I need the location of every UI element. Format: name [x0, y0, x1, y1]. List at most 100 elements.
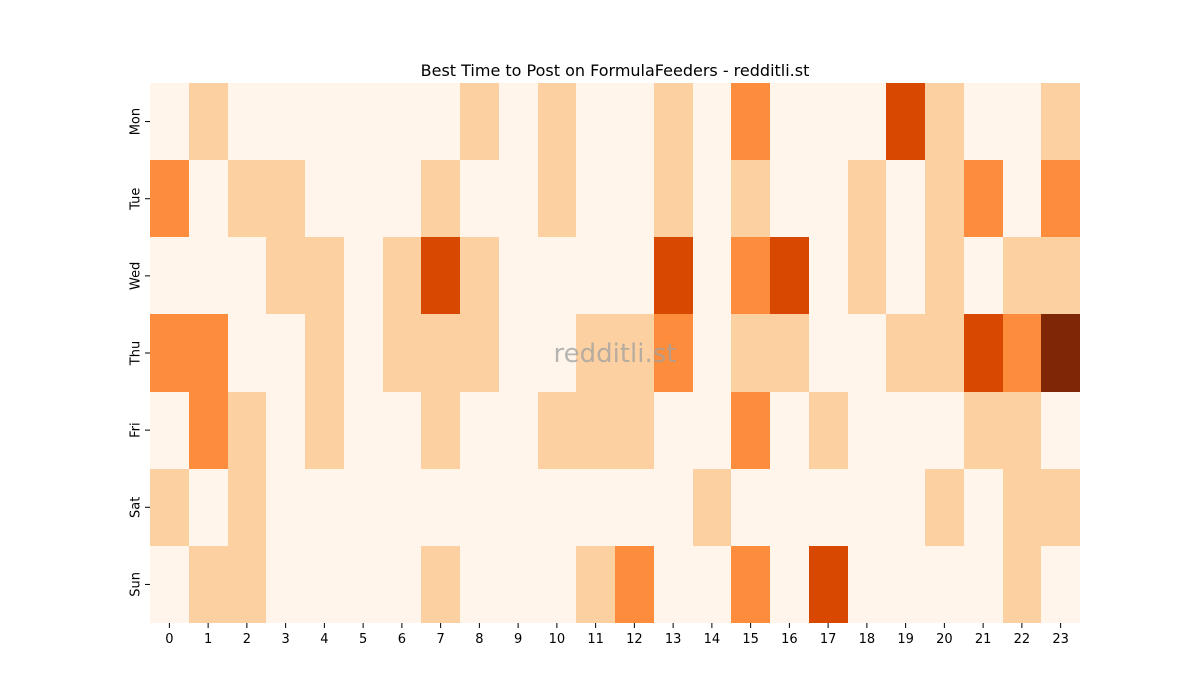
heatmap-cell-sat-15 — [731, 469, 770, 546]
x-tick-label: 8 — [475, 632, 483, 647]
heatmap-cell-fri-2 — [228, 392, 266, 469]
heatmap-cell-sun-21 — [964, 546, 1003, 623]
heatmap-cell-tue-19 — [886, 160, 925, 237]
x-tick-label: 5 — [359, 632, 367, 647]
heatmap-cell-mon-18 — [848, 83, 886, 160]
heatmap-cell-fri-16 — [770, 392, 809, 469]
heatmap-cell-thu-22 — [1003, 314, 1041, 392]
heatmap-cell-sun-16 — [770, 546, 809, 623]
heatmap-cell-thu-18 — [848, 314, 886, 392]
heatmap-cell-thu-1 — [189, 314, 228, 392]
y-axis: Mon Tue Wed Thu Fri Sat Sun — [129, 108, 150, 597]
x-tick-label: 3 — [281, 632, 289, 647]
heatmap-cell-tue-12 — [615, 160, 654, 237]
heatmap-cell-sat-1 — [189, 469, 228, 546]
heatmap-cell-wed-5 — [344, 237, 383, 314]
heatmap-cell-tue-16 — [770, 160, 809, 237]
y-tick-label: Thu — [129, 341, 144, 366]
heatmap-cell-tue-9 — [499, 160, 538, 237]
heatmap-cell-tue-15 — [731, 160, 770, 237]
heatmap-cell-wed-4 — [305, 237, 344, 314]
heatmap-cell-thu-15 — [731, 314, 770, 392]
heatmap-cell-fri-7 — [421, 392, 460, 469]
heatmap-cell-fri-15 — [731, 392, 770, 469]
heatmap-cell-tue-6 — [383, 160, 421, 237]
heatmap-cell-mon-17 — [809, 83, 848, 160]
heatmap-cell-thu-10 — [538, 314, 576, 392]
heatmap-cell-fri-22 — [1003, 392, 1041, 469]
heatmap-cell-tue-14 — [693, 160, 731, 237]
heatmap-cell-tue-7 — [421, 160, 460, 237]
heatmap-cell-sun-2 — [228, 546, 266, 623]
heatmap-cell-fri-10 — [538, 392, 576, 469]
heatmap-cell-mon-3 — [266, 83, 305, 160]
heatmap-cell-sat-10 — [538, 469, 576, 546]
heatmap-cell-sun-4 — [305, 546, 344, 623]
heatmap-cell-sat-13 — [654, 469, 693, 546]
heatmap-cell-fri-11 — [576, 392, 615, 469]
heatmap-cell-sat-0 — [150, 469, 189, 546]
heatmap-cell-sat-9 — [499, 469, 538, 546]
heatmap-cell-thu-4 — [305, 314, 344, 392]
heatmap-cell-sun-1 — [189, 546, 228, 623]
heatmap-cell-sun-7 — [421, 546, 460, 623]
heatmap-cell-mon-10 — [538, 83, 576, 160]
heatmap-cell-wed-21 — [964, 237, 1003, 314]
heatmap-cell-fri-14 — [693, 392, 731, 469]
heatmap-cell-mon-22 — [1003, 83, 1041, 160]
heatmap-cell-tue-21 — [964, 160, 1003, 237]
heatmap-cell-mon-8 — [460, 83, 499, 160]
heatmap-cell-thu-16 — [770, 314, 809, 392]
heatmap-cell-tue-2 — [228, 160, 266, 237]
heatmap-cells — [150, 83, 1080, 623]
heatmap-cell-tue-18 — [848, 160, 886, 237]
x-tick-label: 21 — [975, 632, 992, 647]
heatmap-cell-sun-20 — [925, 546, 964, 623]
heatmap-cell-tue-20 — [925, 160, 964, 237]
x-tick-label: 22 — [1014, 632, 1031, 647]
heatmap-cell-wed-20 — [925, 237, 964, 314]
heatmap-cell-mon-16 — [770, 83, 809, 160]
heatmap-cell-mon-11 — [576, 83, 615, 160]
heatmap-cell-mon-4 — [305, 83, 344, 160]
x-tick-label: 14 — [704, 632, 721, 647]
heatmap-cell-wed-13 — [654, 237, 693, 314]
heatmap-cell-sun-22 — [1003, 546, 1041, 623]
heatmap-cell-thu-3 — [266, 314, 305, 392]
heatmap-cell-thu-21 — [964, 314, 1003, 392]
heatmap-cell-thu-7 — [421, 314, 460, 392]
heatmap-cell-tue-22 — [1003, 160, 1041, 237]
heatmap-cell-thu-6 — [383, 314, 421, 392]
heatmap-cell-mon-23 — [1041, 83, 1080, 160]
heatmap-cell-sun-3 — [266, 546, 305, 623]
x-tick-label: 17 — [820, 632, 837, 647]
y-tick-label: Tue — [129, 188, 144, 211]
heatmap-cell-sun-9 — [499, 546, 538, 623]
heatmap-cell-sat-2 — [228, 469, 266, 546]
heatmap-cell-mon-9 — [499, 83, 538, 160]
heatmap-cell-wed-11 — [576, 237, 615, 314]
heatmap-cell-sat-8 — [460, 469, 499, 546]
y-tick-label: Sun — [129, 572, 144, 597]
heatmap-cell-tue-0 — [150, 160, 189, 237]
heatmap-cell-sun-12 — [615, 546, 654, 623]
heatmap-cell-sun-23 — [1041, 546, 1080, 623]
heatmap-cell-fri-0 — [150, 392, 189, 469]
heatmap-cell-mon-19 — [886, 83, 925, 160]
heatmap-cell-tue-3 — [266, 160, 305, 237]
heatmap-cell-tue-13 — [654, 160, 693, 237]
x-tick-label: 16 — [781, 632, 798, 647]
heatmap-cell-fri-12 — [615, 392, 654, 469]
heatmap-cell-sat-12 — [615, 469, 654, 546]
y-tick-label: Mon — [129, 108, 144, 135]
x-axis: 0 1 2 3 4 5 6 7 8 9 10 11 12 13 14 15 16 17 18 19 20 21 22 23 — [165, 623, 1069, 647]
heatmap-cell-wed-16 — [770, 237, 809, 314]
heatmap-cell-wed-18 — [848, 237, 886, 314]
heatmap-cell-thu-12 — [615, 314, 654, 392]
heatmap-cell-fri-18 — [848, 392, 886, 469]
heatmap-cell-sun-13 — [654, 546, 693, 623]
heatmap-cell-thu-17 — [809, 314, 848, 392]
y-tick-label: Fri — [129, 422, 144, 438]
heatmap-cell-mon-7 — [421, 83, 460, 160]
heatmap-cell-sun-11 — [576, 546, 615, 623]
